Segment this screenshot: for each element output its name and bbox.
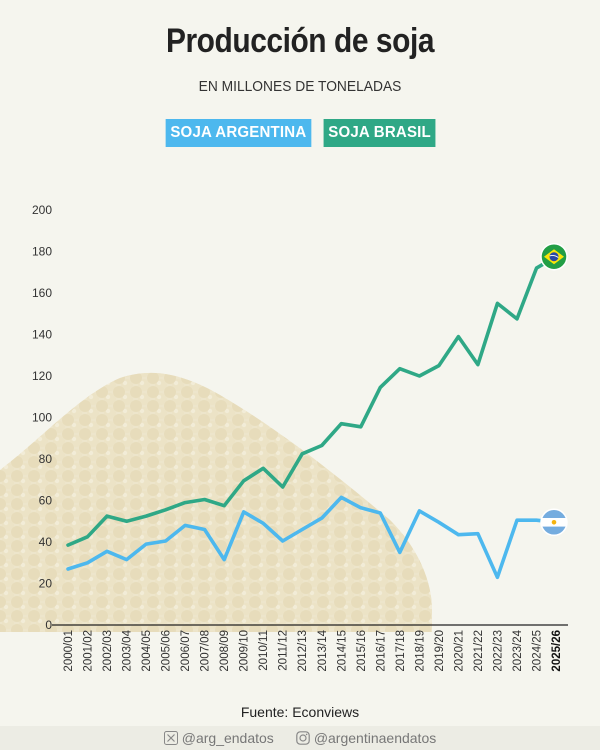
x-tick-label: 2017/18: [395, 630, 407, 672]
instagram-icon: [296, 731, 310, 745]
x-tick-label: 2014/15: [336, 630, 348, 672]
x-tick-label: 2020/21: [453, 630, 465, 672]
series-markers: [540, 242, 568, 537]
y-tick-label: 120: [32, 369, 52, 383]
x-tick-label: 2009/10: [239, 630, 251, 672]
y-tick-label: 100: [32, 411, 52, 425]
y-tick-label: 80: [39, 452, 53, 466]
x-tick-label: 2010/11: [258, 630, 270, 671]
x-tick-label: 2018/19: [414, 630, 426, 672]
x-tick-label: 2024/25: [531, 630, 543, 672]
instagram-link[interactable]: @argentinaendatos: [296, 730, 436, 746]
twitter-handle: @arg_endatos: [181, 730, 274, 746]
page-title: Producción de soja: [165, 22, 435, 60]
series-line-argentina: [66, 495, 558, 580]
x-tick-label: 2015/16: [356, 630, 368, 672]
x-tick-label: 2013/14: [317, 629, 329, 671]
x-tick-label: 2001/02: [83, 630, 95, 672]
y-axis: 0 20 40 60 80 100 120 140 160 180 200: [32, 203, 52, 632]
argentina-flag-icon: [540, 508, 568, 537]
series-lines: [66, 254, 558, 580]
x-tick-label: 2022/23: [492, 630, 504, 672]
y-tick-label: 180: [32, 245, 52, 259]
page-subtitle: EN MILLONES DE TONELADAS: [198, 78, 402, 95]
x-tick-label: 2005/06: [161, 630, 173, 672]
x-tick-label: 2002/03: [102, 630, 114, 672]
footer-bar: @arg_endatos @argentinaendatos: [0, 726, 600, 750]
instagram-handle: @argentinaendatos: [313, 730, 437, 746]
x-tick-label: 2011/12: [278, 630, 290, 671]
y-tick-label: 0: [45, 618, 52, 632]
y-tick-label: 160: [32, 286, 52, 300]
legend-item-argentina: SOJA ARGENTINA: [165, 119, 312, 147]
series-line-brasil: [66, 254, 558, 547]
legend: SOJA ARGENTINA SOJA BRASIL: [0, 119, 600, 147]
x-tick-label: 2007/08: [200, 630, 212, 672]
x-tick-label: 2016/17: [375, 630, 387, 672]
y-tick-label: 40: [39, 535, 53, 549]
y-tick-label: 60: [39, 494, 53, 508]
x-tick-label: 2003/04: [122, 629, 134, 671]
x-tick-label: 2021/22: [473, 630, 485, 672]
source-note: Fuente: Econviews: [240, 704, 360, 720]
x-tick-label: 2023/24: [512, 629, 524, 671]
y-tick-label: 20: [39, 577, 53, 591]
x-tick-label: 2025/26: [551, 630, 563, 672]
twitter-link[interactable]: @arg_endatos: [163, 730, 274, 746]
x-tick-label: 2012/13: [297, 630, 309, 672]
brazil-flag-icon: [540, 242, 568, 271]
x-tick-label: 2008/09: [219, 630, 231, 672]
legend-item-brasil: SOJA BRASIL: [323, 119, 436, 147]
x-tick-label: 2000/01: [63, 630, 75, 672]
y-tick-label: 200: [32, 203, 52, 217]
x-twitter-icon: [163, 731, 178, 745]
x-tick-label: 2019/20: [434, 630, 446, 672]
y-tick-label: 140: [32, 328, 52, 342]
x-tick-label: 2004/05: [141, 630, 153, 672]
x-axis: 2000/01 2001/02 2002/03 2003/04 2004/05 2005/…: [63, 629, 563, 671]
x-tick-label: 2006/07: [180, 630, 192, 672]
